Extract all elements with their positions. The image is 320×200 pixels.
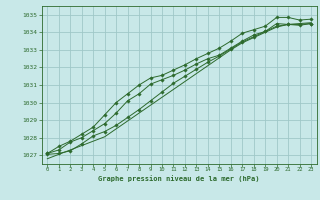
X-axis label: Graphe pression niveau de la mer (hPa): Graphe pression niveau de la mer (hPa) — [99, 175, 260, 182]
